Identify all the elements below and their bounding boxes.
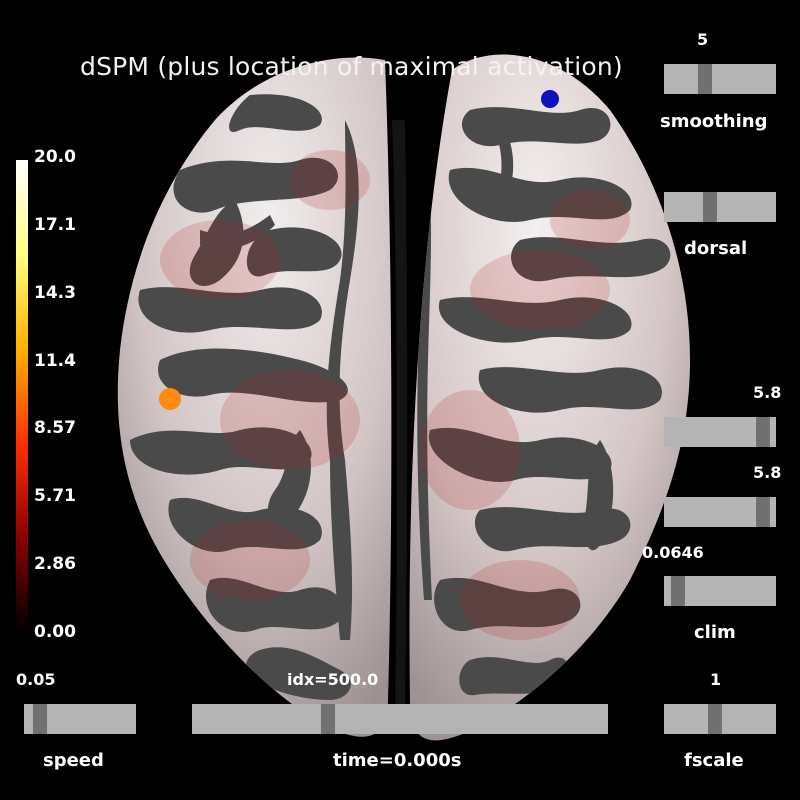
colorbar-tick-label: 0.00 (34, 622, 76, 642)
smoothing-slider[interactable] (664, 64, 776, 94)
speed-slider-handle[interactable] (33, 704, 47, 734)
smoothing-label: smoothing (660, 111, 768, 132)
fscale-value: 1 (710, 670, 722, 689)
time-index-value: idx=500.0 (287, 670, 379, 689)
colorbar-tick-label: 11.4 (34, 350, 76, 371)
fscale-slider[interactable] (664, 704, 776, 734)
clim-slider-handle[interactable] (671, 576, 685, 606)
smoothing-slider-handle[interactable] (698, 64, 712, 94)
clim-mid-slider[interactable] (664, 497, 776, 527)
max-activation-marker-right (541, 90, 559, 108)
colorbar-tick-label: 17.1 (34, 214, 76, 235)
left-hemisphere (117, 57, 392, 737)
colorbar-tick-label: 5.71 (34, 486, 76, 507)
orientation-slider-handle[interactable] (703, 192, 717, 222)
clim-high-slider-handle[interactable] (756, 417, 770, 447)
orientation-slider[interactable] (664, 192, 776, 222)
colorbar (16, 160, 28, 632)
clim-label: clim (694, 622, 736, 643)
colorbar-tick-label: 14.3 (34, 282, 76, 303)
interhemispheric-fissure (392, 120, 408, 710)
colorbar-tick-label: 8.57 (34, 418, 76, 439)
speed-value: 0.05 (16, 670, 56, 689)
max-activation-marker-left (159, 388, 181, 410)
time-slider-handle[interactable] (321, 704, 335, 734)
clim-low-value: 0.0646 (642, 543, 704, 562)
orientation-label: dorsal (684, 238, 748, 259)
clim-high-slider[interactable] (664, 417, 776, 447)
speed-slider[interactable] (24, 704, 136, 734)
plot-title: dSPM (plus location of maximal activatio… (80, 52, 623, 81)
clim-high-value: 5.8 (753, 383, 782, 402)
clim-mid-value: 5.8 (753, 463, 782, 482)
right-hemisphere (409, 54, 690, 741)
clim-mid-slider-handle[interactable] (756, 497, 770, 527)
colorbar-tick-label: 2.86 (34, 554, 76, 575)
colorbar-tick-label: 20.0 (34, 147, 76, 167)
time-label: time=0.000s (333, 750, 462, 771)
smoothing-value: 5 (697, 30, 709, 49)
time-slider[interactable] (192, 704, 608, 734)
clim-slider[interactable] (664, 576, 776, 606)
fscale-label: fscale (684, 750, 744, 771)
fscale-slider-handle[interactable] (708, 704, 722, 734)
speed-label: speed (43, 750, 104, 771)
